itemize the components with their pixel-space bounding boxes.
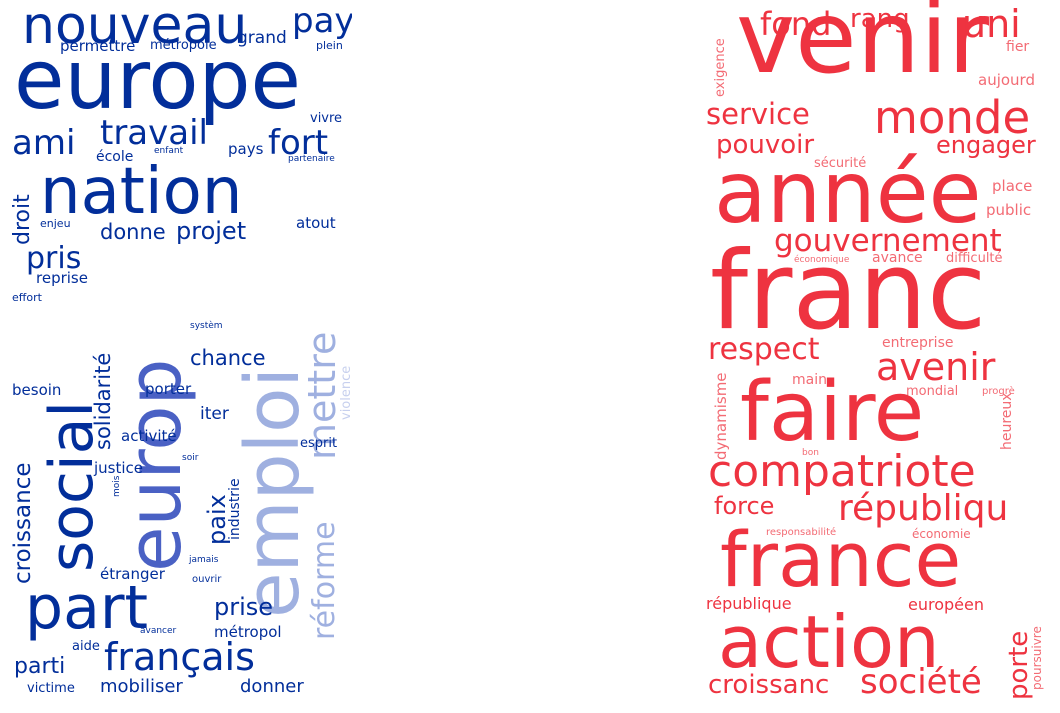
word: prise	[214, 593, 274, 621]
word: compatriote	[708, 446, 976, 497]
word: enfant	[154, 146, 184, 156]
word: entreprise	[882, 335, 954, 351]
word: nation	[40, 155, 243, 229]
word: avancer	[140, 626, 177, 636]
word: heureux	[999, 392, 1015, 450]
word: uni	[962, 2, 1021, 46]
word: économie	[912, 527, 971, 541]
word: étranger	[100, 565, 165, 583]
word: bon	[802, 448, 819, 458]
word: république	[706, 594, 792, 613]
word: vivre	[310, 111, 343, 126]
word: rang	[850, 4, 910, 34]
word: année	[714, 143, 982, 243]
word: place	[992, 177, 1033, 195]
word: gouvernement	[774, 223, 1002, 259]
word: violence	[339, 365, 352, 420]
word: aujourd	[978, 71, 1035, 89]
word: engager	[936, 131, 1036, 159]
word: croissance	[10, 462, 36, 585]
word: soir	[182, 453, 199, 463]
word: droit	[10, 194, 35, 245]
word: progrè	[982, 386, 1015, 397]
word: paix	[203, 494, 231, 545]
word: force	[714, 492, 775, 520]
word: parti	[14, 654, 66, 679]
word: respect	[708, 332, 820, 367]
word: difficulté	[946, 251, 1003, 266]
word: travail	[100, 113, 208, 153]
word: emploi	[230, 367, 316, 618]
word: nouveau	[22, 0, 248, 56]
word: pay	[292, 1, 352, 41]
left-word-cloud: nouveau pay europe permettre métropole g…	[0, 0, 352, 713]
word: victime	[27, 681, 75, 696]
word: justice	[94, 459, 144, 477]
word: croissanc	[708, 670, 830, 700]
word: main	[792, 372, 827, 388]
word: pouvoir	[716, 130, 815, 160]
word: mois	[112, 475, 122, 497]
word: économique	[794, 255, 850, 265]
word: aide	[72, 639, 100, 654]
word: avance	[872, 250, 923, 266]
word: métropole	[150, 38, 217, 53]
word: industrie	[227, 478, 243, 540]
word: reprise	[36, 269, 88, 287]
word: école	[96, 149, 134, 165]
word: permettre	[60, 37, 136, 55]
word: donne	[100, 220, 166, 244]
word: mondial	[906, 384, 959, 399]
word: avenir	[876, 345, 996, 389]
word: france	[720, 515, 962, 604]
word: métropol	[214, 623, 282, 641]
word: esprit	[300, 436, 338, 451]
word: mobiliser	[100, 676, 183, 697]
word: ami	[12, 123, 76, 163]
word: républiqu	[838, 488, 1009, 529]
word: atout	[296, 214, 336, 232]
word: part	[25, 573, 149, 643]
word: porter	[145, 380, 192, 398]
word: européen	[908, 595, 984, 614]
word: chance	[190, 346, 266, 370]
word: systèm	[190, 321, 223, 331]
right-word-cloud: venir fond rang uni exigence fier aujour…	[700, 0, 1050, 713]
word: français	[104, 635, 255, 679]
word: donner	[240, 676, 304, 697]
word: faire	[740, 365, 925, 460]
word: pris	[26, 241, 82, 276]
word: europe	[14, 33, 301, 128]
word: iter	[200, 404, 229, 424]
word: effort	[12, 291, 42, 304]
word: public	[986, 201, 1032, 219]
word: service	[706, 97, 810, 131]
word: société	[860, 662, 982, 702]
word: sécurité	[814, 156, 867, 171]
word: exigence	[713, 38, 728, 97]
word: projet	[176, 217, 247, 245]
word: jamais	[189, 555, 219, 565]
word: enjeu	[40, 217, 71, 230]
word: grand	[237, 28, 287, 48]
word: ouvrir	[192, 574, 222, 585]
word: action	[718, 600, 940, 684]
word: activité	[121, 427, 177, 445]
word: fier	[1006, 39, 1030, 55]
word: plein	[316, 39, 343, 52]
word: fort	[268, 123, 329, 163]
word: responsabilité	[766, 527, 837, 538]
word: poursuivre	[1030, 626, 1044, 690]
word: fond	[760, 5, 832, 43]
word: monde	[874, 91, 1031, 144]
word: pays	[228, 140, 264, 158]
word: réforme	[307, 521, 342, 640]
word: franc	[710, 229, 987, 354]
word: besoin	[12, 381, 62, 399]
word: solidarité	[91, 352, 115, 450]
word: partenaire	[288, 154, 335, 164]
word: porte	[1004, 630, 1034, 700]
word: venir	[736, 0, 989, 96]
